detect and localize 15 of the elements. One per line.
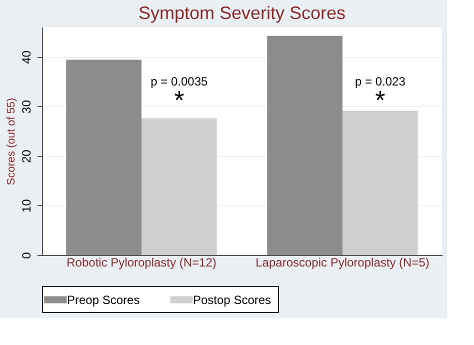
legend-label: Preop Scores <box>67 292 140 307</box>
bar <box>66 60 142 255</box>
y-tick-label: 40 <box>20 50 34 64</box>
bar <box>141 118 217 255</box>
bar <box>342 110 418 255</box>
bar <box>267 36 343 255</box>
x-tick-label: Robotic Pyloroplasty (N=12) <box>66 256 216 270</box>
y-tick-label: 30 <box>20 100 34 114</box>
x-tick-label: Laparoscopic Pyloroplasty (N=5) <box>256 256 430 270</box>
chart-title: Symptom Severity Scores <box>138 3 346 23</box>
legend-label: Postop Scores <box>193 292 272 307</box>
y-axis-title: Scores (out of 55) <box>6 98 18 186</box>
y-tick-label: 0 <box>20 252 34 259</box>
y-tick-label: 10 <box>20 198 34 213</box>
y-tick-label: 20 <box>20 149 34 164</box>
